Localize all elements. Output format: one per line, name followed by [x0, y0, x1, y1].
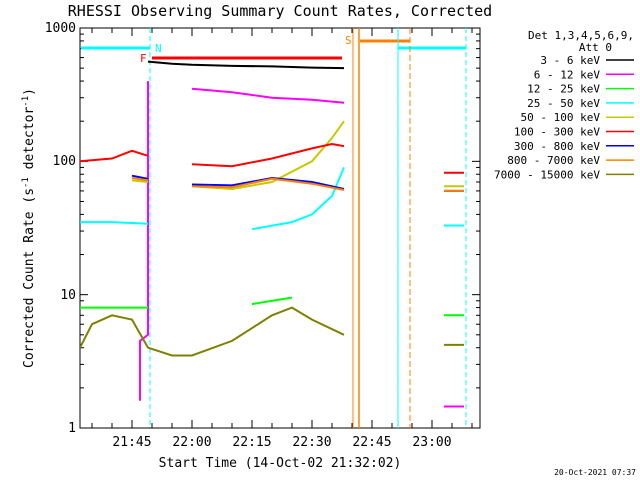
series-line-6 — [131, 174, 149, 180]
x-tick-label: 22:15 — [232, 435, 271, 450]
series-line-7 — [131, 177, 149, 182]
y-tick-label: 100 — [53, 154, 76, 169]
series-line-4 — [131, 179, 149, 183]
flag-flare-label: F — [140, 52, 147, 65]
legend-label: 800 - 7000 keV — [507, 154, 600, 167]
y-tick-label: 1 — [68, 421, 76, 436]
flag-night-label: N — [155, 42, 162, 55]
series-line-7 — [191, 177, 345, 191]
y-axis-label-sup: -1 — [21, 96, 31, 107]
y-tick-label: 10 — [60, 288, 76, 303]
series-line-3 — [80, 221, 149, 225]
x-tick-label: 23:00 — [412, 435, 451, 450]
legend-label: 6 - 12 keV — [534, 68, 601, 81]
flag-saa-label: S — [345, 34, 352, 47]
y-axis-label-end: ) — [22, 88, 37, 96]
legend-label: 50 - 100 keV — [521, 111, 601, 124]
series-line-3 — [251, 167, 345, 231]
legend-label: 7000 - 15000 keV — [494, 168, 600, 181]
legend-label: 12 - 25 keV — [527, 83, 600, 96]
series-line-5 — [80, 149, 149, 163]
y-axis-label-mid: detector — [22, 107, 37, 178]
x-tick-label: 21:45 — [112, 435, 151, 450]
x-tick-label: 22:00 — [172, 435, 211, 450]
legend-label: 25 - 50 keV — [527, 97, 600, 110]
y-axis-label-sup: -1 — [21, 177, 31, 188]
chart-title: RHESSI Observing Summary Count Rates, Co… — [68, 2, 492, 20]
series-line-2 — [251, 296, 293, 306]
series-line-1 — [191, 87, 345, 104]
legend-header: Det 1,3,4,5,6,9, — [528, 29, 634, 42]
x-axis: 21:45 22:00 22:15 22:30 22:45 23:00 — [91, 28, 473, 450]
y-axis: 1000 100 10 1 — [45, 21, 480, 436]
series-line-0 — [147, 60, 345, 70]
timestamp: 20-Oct-2021 07:37 — [554, 468, 636, 477]
series-line-8 — [80, 306, 345, 357]
series-line-4 — [191, 120, 345, 191]
legend-header: Att 0 — [579, 41, 612, 54]
y-axis-label: Corrected Count Rate (s-1 detector-1) — [21, 88, 37, 368]
series-line-1 — [139, 81, 149, 401]
y-tick-label: 1000 — [45, 21, 76, 36]
x-tick-label: 22:30 — [292, 435, 331, 450]
legend-label: 300 - 800 keV — [514, 140, 600, 153]
x-axis-label: Start Time (14-Oct-02 21:32:02) — [159, 456, 402, 471]
legend-label: 3 - 6 keV — [540, 54, 600, 67]
legend-label: 100 - 300 keV — [514, 126, 600, 139]
plot-frame — [79, 27, 481, 429]
y-axis-label-main: Corrected Count Rate (s — [22, 188, 37, 368]
x-tick-label: 22:45 — [352, 435, 391, 450]
series-line-5 — [191, 142, 345, 168]
